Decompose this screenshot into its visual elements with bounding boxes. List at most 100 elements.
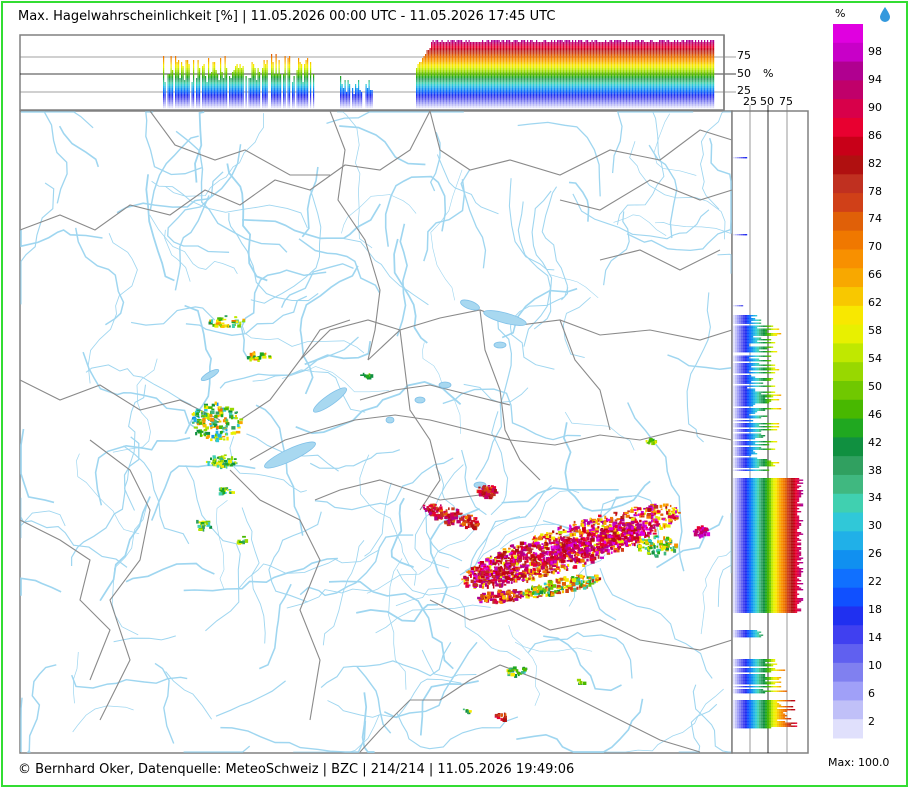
hail-cell [673,549,677,553]
time-bar-segment [313,92,315,95]
time-bar-segment [289,84,291,87]
time-bar-segment [230,80,232,83]
time-bar-segment [175,74,177,77]
time-bar-segment [301,100,303,103]
time-bar-segment [365,102,367,105]
time-bar-segment [226,72,228,75]
hail-cell [644,534,648,537]
hail-cell [503,555,508,558]
time-bar-segment [205,100,207,103]
hail-cell [536,554,542,559]
time-bar-segment [239,84,241,87]
time-bar-segment [349,92,351,95]
hail-cell [512,550,517,555]
hail-cell [602,549,605,553]
time-bar-segment [170,90,172,93]
time-bar-segment [230,98,232,101]
time-bar-segment [199,72,201,75]
time-bar-segment [272,80,274,83]
hail-cell [562,549,567,553]
time-bar-segment [428,102,430,105]
river-line [613,214,667,236]
time-bar-segment [251,90,253,93]
time-bar-segment [185,88,187,91]
time-bar-segment [358,90,360,93]
time-bar-segment [310,72,312,75]
hail-cell [511,596,514,600]
hail-cell [492,486,497,489]
time-bar-segment [169,86,171,89]
time-bar-segment [253,80,255,83]
time-bar-segment [313,76,315,79]
hail-cell [259,355,262,359]
hail-cell [645,440,648,443]
time-bar-segment [420,106,422,109]
time-bar-segment [278,68,280,71]
hail-cell [644,521,648,525]
time-bar-segment [356,102,358,105]
lake [483,310,527,326]
time-bar-segment [191,90,193,93]
hail-cell [226,436,229,441]
time-bar-segment [199,70,201,73]
hail-cell [606,552,611,555]
hail-cell [580,553,583,557]
hail-cell [583,519,588,522]
time-bar-segment [205,90,207,93]
time-bar-segment [187,76,189,79]
time-bar-segment [359,98,361,101]
hail-cell [436,513,440,516]
hail-cell [672,507,676,512]
river-line [228,212,319,302]
time-bar-segment [431,102,433,105]
time-bar-segment [287,66,289,69]
time-bar-segment [293,92,295,95]
time-bar-segment [428,106,430,109]
time-bar-segment [253,64,255,67]
time-bar-segment [425,90,427,93]
time-bar-segment [429,96,431,99]
time-bar-segment [257,70,259,73]
time-bar-segment [301,94,303,97]
time-bar-segment [265,66,267,69]
time-bar-segment [349,98,351,101]
time-bar-segment [266,60,268,63]
time-bar-segment [358,82,360,85]
hail-cell [562,529,565,531]
hail-cell [214,433,218,437]
hail-cell [615,531,620,535]
time-bar-segment [346,96,348,99]
time-bar-segment [274,92,276,95]
time-bar-segment [251,86,253,89]
time-bar-segment [254,86,256,89]
time-bar-segment [233,90,235,93]
time-bar-segment [175,94,177,97]
time-bar-segment [248,92,250,95]
hail-cell [655,549,660,553]
time-bar-segment [208,60,210,63]
time-bar-segment [209,98,211,101]
hail-cell [209,424,213,428]
time-bar-segment [287,72,289,75]
time-bar-segment [432,102,434,105]
hail-cell [500,559,503,562]
time-bar-segment [214,84,216,87]
time-bar-segment [304,82,306,85]
time-bar-segment [284,68,286,71]
hail-cell [648,536,650,539]
hail-cell [640,511,644,515]
hail-cell [603,521,607,525]
time-bar-segment [245,88,247,91]
time-bar-segment [170,64,172,67]
time-bar-segment [423,80,425,83]
time-bar-segment [432,80,434,83]
time-bar-segment [347,84,349,87]
time-bar-segment [233,72,235,75]
time-bar-segment [250,84,252,87]
time-bar-segment [423,66,425,69]
time-bar-segment [419,106,421,109]
time-bar-segment [239,90,241,93]
time-bar-segment [365,98,367,101]
time-bar-segment [265,76,267,79]
hail-cell [201,525,205,529]
